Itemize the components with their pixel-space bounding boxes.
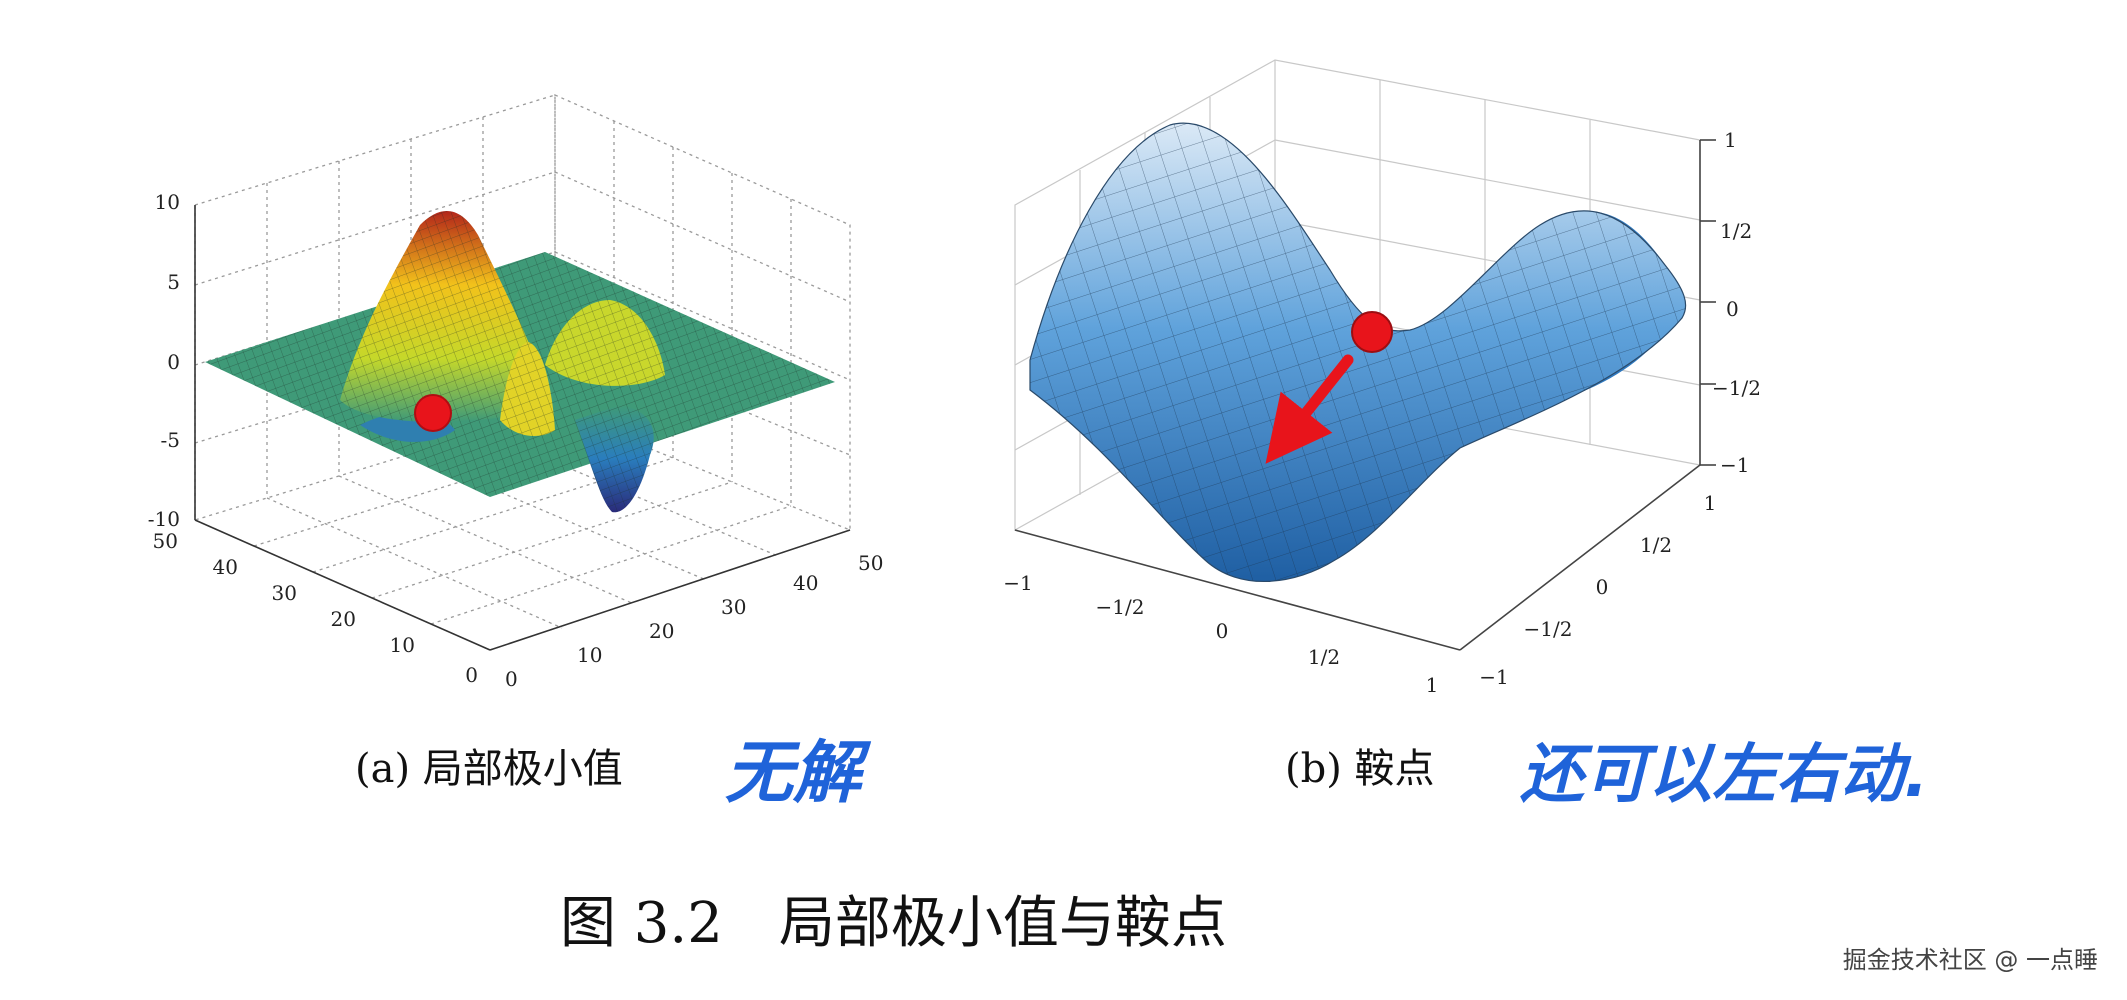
panel-b-saddle-point-marker bbox=[1351, 311, 1393, 353]
panel-b-y-tick: −1/2 bbox=[1524, 617, 1573, 641]
panel-a-x-tick: 0 bbox=[505, 667, 518, 691]
panel-b-x-tick-labels: −1 −1/2 0 1/2 1 bbox=[1003, 571, 1438, 697]
panel-a-x-tick: 40 bbox=[793, 571, 818, 595]
panel-b-y-tick: −1 bbox=[1479, 665, 1508, 689]
panel-a-y-tick: 40 bbox=[213, 555, 238, 579]
panel-a-y-tick: 50 bbox=[153, 529, 178, 553]
panel-b-x-tick: 1 bbox=[1426, 673, 1439, 697]
panel-b-x-tick: 0 bbox=[1216, 619, 1229, 643]
panel-a-x-tick: 20 bbox=[649, 619, 674, 643]
panel-a-z-tick-labels: 10 5 0 -5 -10 bbox=[148, 190, 180, 531]
panel-a-y-tick: 30 bbox=[272, 581, 297, 605]
panel-a-local-minimum: 10 5 0 -5 -10 50 40 30 20 10 0 0 10 20 3… bbox=[148, 94, 883, 813]
panel-a-y-tick: 0 bbox=[465, 663, 478, 687]
panel-a-y-tick: 10 bbox=[390, 633, 415, 657]
panel-a-x-tick: 30 bbox=[721, 595, 746, 619]
panel-b-y-tick: 1 bbox=[1704, 491, 1717, 515]
panel-a-x-tick: 50 bbox=[858, 551, 883, 575]
panel-a-x-tick-labels: 0 10 20 30 40 50 bbox=[505, 551, 883, 691]
panel-b-z-tick-labels: 1 1/2 0 −1/2 −1 bbox=[1712, 128, 1761, 477]
panel-a-axes bbox=[194, 205, 851, 651]
panel-b-z-tick: 1 bbox=[1724, 128, 1737, 152]
panel-a-z-tick: -5 bbox=[161, 428, 180, 452]
panel-a-local-minimum-marker bbox=[414, 394, 452, 432]
panel-a-z-tick: 5 bbox=[167, 270, 180, 294]
panel-b-saddle-surface bbox=[1029, 122, 1687, 583]
panel-a-z-tick: 0 bbox=[167, 350, 180, 374]
panel-a-y-tick-labels: 50 40 30 20 10 0 bbox=[153, 529, 478, 687]
panel-b-axes bbox=[1014, 139, 1716, 651]
panel-b-saddle-point: 1 1/2 0 −1/2 −1 −1 −1/2 0 1/2 1 1 1/2 0 … bbox=[1003, 59, 1928, 812]
panel-b-y-tick-labels: 1 1/2 0 −1/2 −1 bbox=[1479, 491, 1716, 689]
panel-b-y-tick: 1/2 bbox=[1640, 533, 1672, 557]
panel-b-handwritten-note: 还可以左右动. bbox=[1520, 738, 1928, 812]
panel-a-z-tick: 10 bbox=[155, 190, 180, 214]
panel-a-caption: (a) 局部极小值 bbox=[355, 746, 623, 792]
panel-a-z-tick: -10 bbox=[148, 507, 180, 531]
panel-b-descent-arrow bbox=[1265, 354, 1354, 464]
panel-b-x-tick: −1/2 bbox=[1096, 595, 1145, 619]
panel-a-x-tick: 10 bbox=[577, 643, 602, 667]
panel-b-y-tick: 0 bbox=[1596, 575, 1609, 599]
watermark: 掘金技术社区 @ 一点睡 bbox=[1843, 946, 2098, 974]
panel-a-surface bbox=[205, 211, 835, 513]
panel-a-y-tick: 20 bbox=[331, 607, 356, 631]
panel-b-caption: (b) 鞍点 bbox=[1285, 746, 1435, 792]
panel-b-x-tick: 1/2 bbox=[1308, 645, 1340, 669]
panel-b-z-tick: −1/2 bbox=[1712, 376, 1761, 400]
figure-caption: 图 3.2 局部极小值与鞍点 bbox=[560, 891, 1227, 956]
panel-a-handwritten-note: 无解 bbox=[725, 734, 872, 813]
panel-b-z-tick: −1 bbox=[1720, 453, 1749, 477]
panel-b-x-tick: −1 bbox=[1003, 571, 1032, 595]
panel-b-z-tick: 1/2 bbox=[1720, 219, 1752, 243]
panel-b-z-tick: 0 bbox=[1726, 297, 1739, 321]
